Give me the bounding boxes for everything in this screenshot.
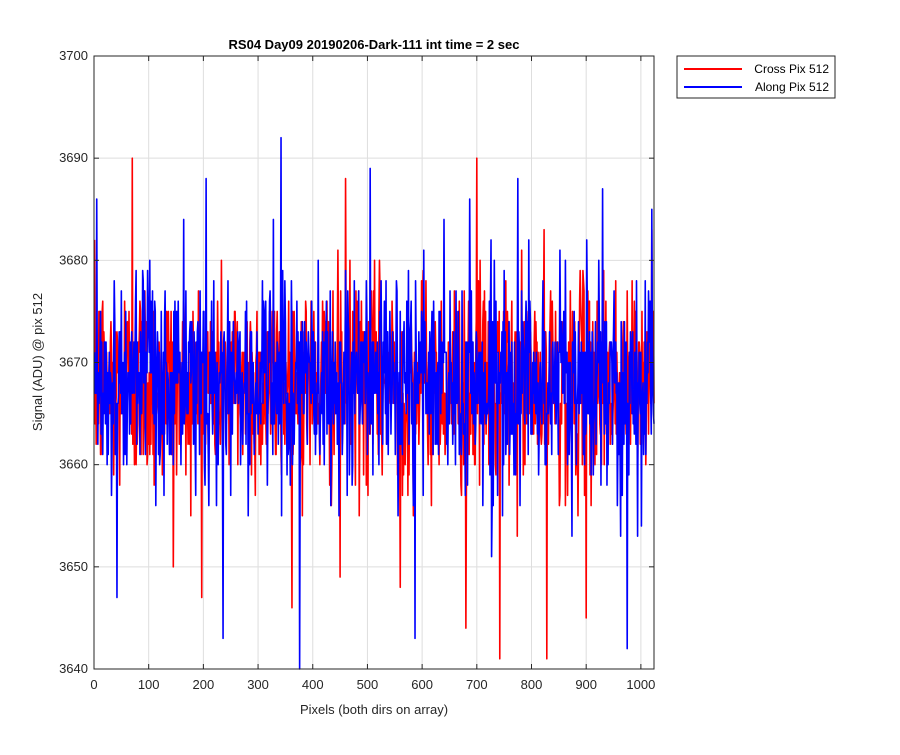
x-tick-label: 300 (247, 677, 269, 692)
x-tick-label: 0 (90, 677, 97, 692)
x-axis-label: Pixels (both dirs on array) (300, 702, 448, 717)
series-line-cross-pix-512 (93, 157, 655, 660)
x-tick-label: 600 (411, 677, 433, 692)
y-axis-label: Signal (ADU) @ pix 512 (30, 293, 45, 431)
y-tick-label: 3660 (59, 457, 88, 472)
legend-label-along-pix: Along Pix 512 (755, 80, 829, 94)
series-layer (93, 136, 655, 670)
x-tick-label: 800 (521, 677, 543, 692)
legend-label-cross-pix: Cross Pix 512 (754, 62, 829, 76)
x-tick-label: 900 (575, 677, 597, 692)
x-tick-label: 100 (138, 677, 160, 692)
y-tick-label: 3640 (59, 661, 88, 676)
y-tick-label: 3680 (59, 252, 88, 267)
x-tick-label: 700 (466, 677, 488, 692)
series-line-along-pix-512 (93, 136, 655, 670)
x-tick-label: 400 (302, 677, 324, 692)
legend-box (676, 55, 836, 99)
y-tick-label: 3700 (59, 48, 88, 63)
y-tick-label: 3650 (59, 559, 88, 574)
y-tick-label: 3690 (59, 150, 88, 165)
chart-title: RS04 Day09 20190206-Dark-111 int time = … (229, 37, 520, 52)
y-tick-label: 3670 (59, 355, 88, 370)
axis-ticks: 0 100 200 300 400 500 600 700 800 900 1000 3640 3650… (59, 48, 655, 692)
x-tick-label: 200 (193, 677, 215, 692)
x-tick-label: 500 (357, 677, 379, 692)
legend[interactable]: Cross Pix 512 Along Pix 512 (676, 55, 836, 99)
x-tick-label: 1000 (626, 677, 655, 692)
